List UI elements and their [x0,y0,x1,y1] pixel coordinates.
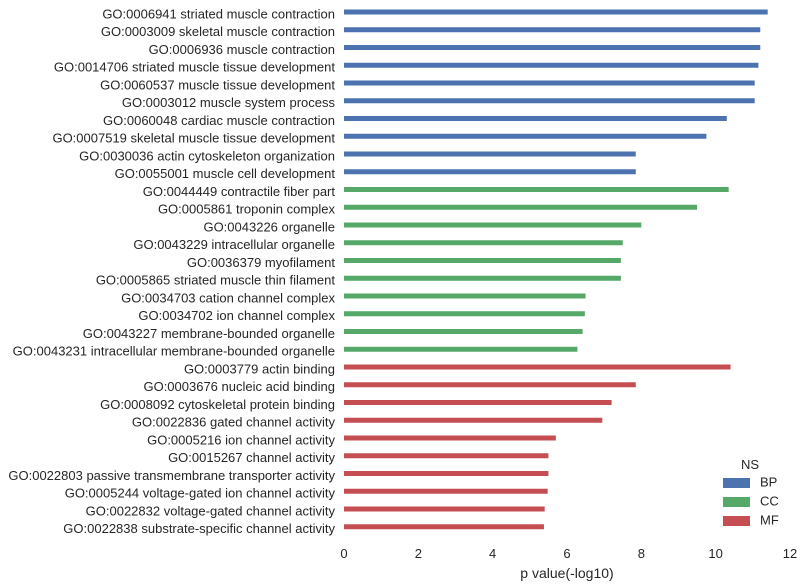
category-label: GO:0044449 contractile fiber part [143,184,336,199]
bar-bp [344,98,755,104]
x-tick-label: 4 [489,546,496,561]
bar-cc [344,204,698,210]
bar-cc [344,258,621,263]
bar-cc [344,222,642,228]
bar-bp [344,80,755,86]
bar-mf [344,417,603,423]
category-label: GO:0036379 myofilament [187,255,336,270]
category-label: GO:0043226 organelle [203,219,335,234]
bar-mf [344,506,545,512]
x-axis-ticks-group: 0 2 4 6 8 10 12 [340,546,797,561]
legend-label-mf: MF [760,512,779,527]
x-tick-label: 2 [415,546,422,561]
bar-bp [344,62,759,68]
bar-cc [344,293,586,299]
bar-cc [344,346,578,352]
category-label: GO:0043231 intracellular membrane-bounde… [13,344,335,359]
x-tick-label: 6 [563,546,570,561]
category-label: GO:0003009 skeletal muscle contraction [101,24,335,39]
legend-swatch-bp [723,478,750,488]
category-label: GO:0034703 cation channel complex [121,290,335,305]
bar-bp [344,116,727,121]
category-label: GO:0003779 actin binding [184,361,335,376]
category-label: GO:0006941 striated muscle contraction [102,6,335,21]
category-label: GO:0022836 gated channel activity [132,415,336,430]
x-tick-label: 0 [340,546,347,561]
category-label: GO:0003012 muscle system process [122,95,336,110]
bar-cc [344,240,623,246]
bar-cc [344,187,729,192]
legend-swatch-mf [723,516,750,526]
bar-mf [344,435,556,441]
legend-swatch-cc [723,497,750,507]
bar-cc [344,275,621,281]
category-label: GO:0005244 voltage-gated ion channel act… [65,486,336,501]
bar-bp [344,151,636,157]
bar-mf [344,488,548,494]
category-label: GO:0055001 muscle cell development [115,166,336,181]
legend: NS BP CC MF [723,457,779,527]
category-label: GO:0022832 voltage-gated channel activit… [86,503,336,518]
category-label: GO:0043229 intracellular organelle [133,237,335,252]
bar-mf [344,453,549,459]
x-tick-label: 12 [783,546,797,561]
x-tick-label: 10 [708,546,722,561]
category-label: GO:0005861 troponin complex [158,202,336,217]
x-tick-label: 8 [638,546,645,561]
bar-bp [344,9,768,15]
bar-bp [344,45,761,50]
category-label: GO:0005865 striated muscle thin filament [96,273,336,288]
category-label: GO:0060537 muscle tissue development [100,77,335,92]
bar-mf [344,400,612,405]
bar-bp [344,133,707,139]
bar-mf [344,524,544,530]
bar-mf [344,471,549,476]
category-label: GO:0014706 striated muscle tissue develo… [54,60,335,75]
bar-bp [344,27,761,33]
category-labels-group: GO:0006941 striated muscle contraction GO… [8,6,335,536]
category-label: GO:0060048 cardiac muscle contraction [103,113,335,128]
legend-title: NS [741,457,759,472]
bar-mf [344,382,636,388]
legend-entries: BP CC MF [723,474,779,527]
category-label: GO:0015267 channel activity [168,450,335,465]
category-label: GO:0008092 cytoskeletal protein binding [100,397,335,412]
bar-mf [344,364,731,370]
category-label: GO:0005216 ion channel activity [147,432,335,447]
category-label: GO:0043227 membrane-bounded organelle [83,326,335,341]
category-label: GO:0006936 muscle contraction [149,42,335,57]
category-label: GO:0030036 actin cytoskeleton organizati… [79,148,335,163]
category-label: GO:0034702 ion channel complex [138,308,335,323]
bar-bp [344,169,636,175]
bar-cc [344,329,583,334]
category-label: GO:0022803 passive transmembrane transpo… [8,468,335,483]
legend-label-bp: BP [760,474,777,489]
x-axis-title: p value(-log10) [520,565,613,581]
category-label: GO:0007519 skeletal muscle tissue develo… [52,131,335,146]
category-label: GO:0003676 nucleic acid binding [143,379,335,394]
legend-label-cc: CC [760,493,779,508]
bars-group [344,9,768,530]
category-label: GO:0022838 substrate-specific channel ac… [63,521,335,536]
bar-cc [344,311,585,317]
